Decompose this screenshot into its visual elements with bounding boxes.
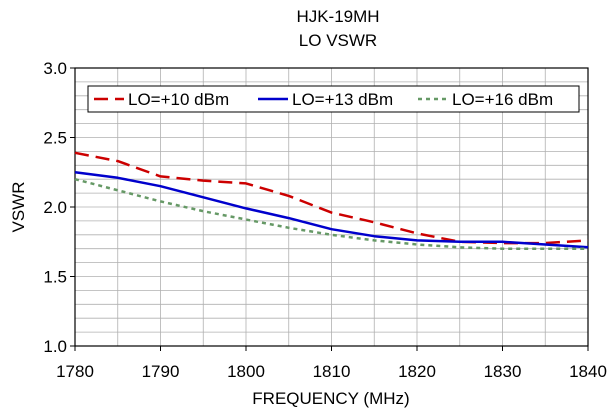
y-tick-label: 1.0 [43, 337, 67, 356]
y-tick-label: 1.5 [43, 268, 67, 287]
x-tick-label: 1840 [569, 362, 607, 381]
x-tick-labels: 1780 1790 1800 1810 1820 1830 1840 [56, 346, 607, 381]
x-tick-label: 1820 [398, 362, 436, 381]
x-tick-label: 1790 [142, 362, 180, 381]
x-axis-label: FREQUENCY (MHz) [252, 389, 409, 408]
series-line-2 [74, 171, 589, 249]
y-tick-label: 3.0 [43, 59, 67, 78]
y-tick-label: 2.0 [43, 198, 67, 217]
x-tick-label: 1810 [313, 362, 351, 381]
y-tick-label: 2.5 [43, 129, 67, 148]
legend: LO=+10 dBm LO=+13 dBm LO=+16 dBm [87, 85, 580, 113]
x-tick-label: 1830 [484, 362, 522, 381]
legend-box [87, 85, 580, 113]
legend-label-2: LO=+13 dBm [292, 90, 393, 109]
y-axis-label: VSWR [9, 182, 28, 233]
x-tick-label: 1800 [227, 362, 265, 381]
series-line-1 [74, 151, 589, 245]
chart-title: HJK-19MH [296, 7, 379, 26]
legend-label-1: LO=+10 dBm [128, 90, 229, 109]
legend-label-3: LO=+16 dBm [452, 90, 553, 109]
series-line-3 [74, 177, 588, 250]
series-layer [74, 151, 589, 250]
x-tick-label: 1780 [56, 362, 94, 381]
y-tick-labels: 1.0 1.5 2.0 2.5 3.0 [43, 59, 75, 356]
chart-subtitle: LO VSWR [299, 31, 377, 50]
